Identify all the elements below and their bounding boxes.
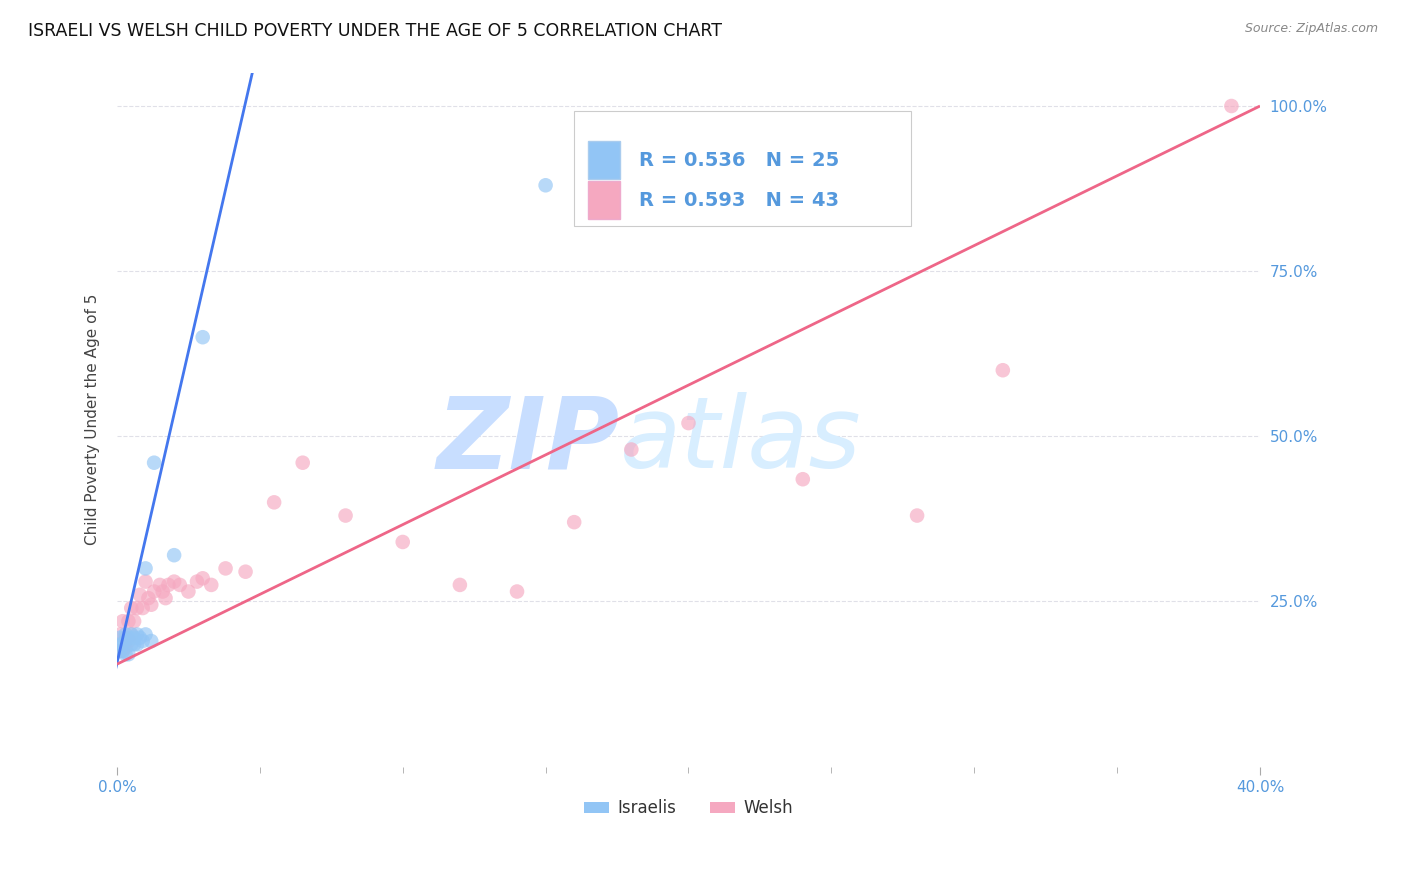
- Y-axis label: Child Poverty Under the Age of 5: Child Poverty Under the Age of 5: [86, 294, 100, 546]
- Point: [122, 614, 145, 628]
- Point: [108, 631, 131, 645]
- FancyBboxPatch shape: [574, 112, 911, 226]
- Point: [155, 591, 177, 606]
- Point: [135, 574, 157, 589]
- Point: [620, 442, 643, 457]
- Point: [141, 598, 163, 612]
- Text: ISRAELI VS WELSH CHILD POVERTY UNDER THE AGE OF 5 CORRELATION CHART: ISRAELI VS WELSH CHILD POVERTY UNDER THE…: [28, 22, 723, 40]
- Point: [449, 578, 471, 592]
- Point: [235, 565, 257, 579]
- Point: [125, 637, 148, 651]
- Point: [335, 508, 357, 523]
- Point: [108, 644, 131, 658]
- Point: [792, 472, 814, 486]
- Point: [111, 614, 134, 628]
- Point: [122, 637, 145, 651]
- Point: [117, 614, 139, 628]
- Point: [169, 578, 191, 592]
- Point: [157, 578, 180, 592]
- Point: [143, 584, 166, 599]
- Point: [114, 634, 136, 648]
- Point: [391, 535, 413, 549]
- Point: [506, 584, 529, 599]
- Point: [263, 495, 285, 509]
- Point: [143, 456, 166, 470]
- Point: [117, 634, 139, 648]
- Point: [186, 574, 208, 589]
- Point: [131, 601, 153, 615]
- Point: [111, 637, 134, 651]
- Point: [991, 363, 1014, 377]
- Point: [149, 578, 172, 592]
- Point: [562, 515, 585, 529]
- Legend: Israelis, Welsh: Israelis, Welsh: [578, 793, 800, 824]
- Point: [135, 627, 157, 641]
- Point: [120, 627, 142, 641]
- Point: [125, 601, 148, 615]
- Point: [111, 644, 134, 658]
- Point: [117, 647, 139, 661]
- Point: [120, 627, 142, 641]
- Point: [214, 561, 236, 575]
- Point: [122, 631, 145, 645]
- Point: [128, 631, 150, 645]
- Point: [534, 178, 557, 193]
- Point: [1220, 99, 1243, 113]
- Text: R = 0.593   N = 43: R = 0.593 N = 43: [640, 191, 839, 210]
- Point: [177, 584, 200, 599]
- Point: [191, 571, 214, 585]
- Text: R = 0.536   N = 25: R = 0.536 N = 25: [640, 151, 839, 169]
- Point: [905, 508, 928, 523]
- Point: [200, 578, 222, 592]
- Point: [111, 644, 134, 658]
- Point: [152, 584, 174, 599]
- Text: ZIP: ZIP: [437, 392, 620, 489]
- Text: atlas: atlas: [620, 392, 862, 489]
- Point: [678, 416, 700, 430]
- Point: [291, 456, 314, 470]
- Point: [117, 631, 139, 645]
- Text: Source: ZipAtlas.com: Source: ZipAtlas.com: [1244, 22, 1378, 36]
- Point: [114, 631, 136, 645]
- Point: [120, 637, 142, 651]
- Point: [138, 591, 160, 606]
- Bar: [588, 181, 620, 219]
- Point: [163, 574, 186, 589]
- Point: [120, 601, 142, 615]
- Point: [125, 627, 148, 641]
- Bar: [588, 141, 620, 179]
- Point: [128, 588, 150, 602]
- Point: [108, 627, 131, 641]
- Point: [108, 644, 131, 658]
- Point: [114, 627, 136, 641]
- Point: [141, 634, 163, 648]
- Point: [114, 640, 136, 655]
- Point: [135, 561, 157, 575]
- Point: [114, 647, 136, 661]
- Point: [131, 634, 153, 648]
- Point: [108, 637, 131, 651]
- Point: [163, 548, 186, 562]
- Point: [191, 330, 214, 344]
